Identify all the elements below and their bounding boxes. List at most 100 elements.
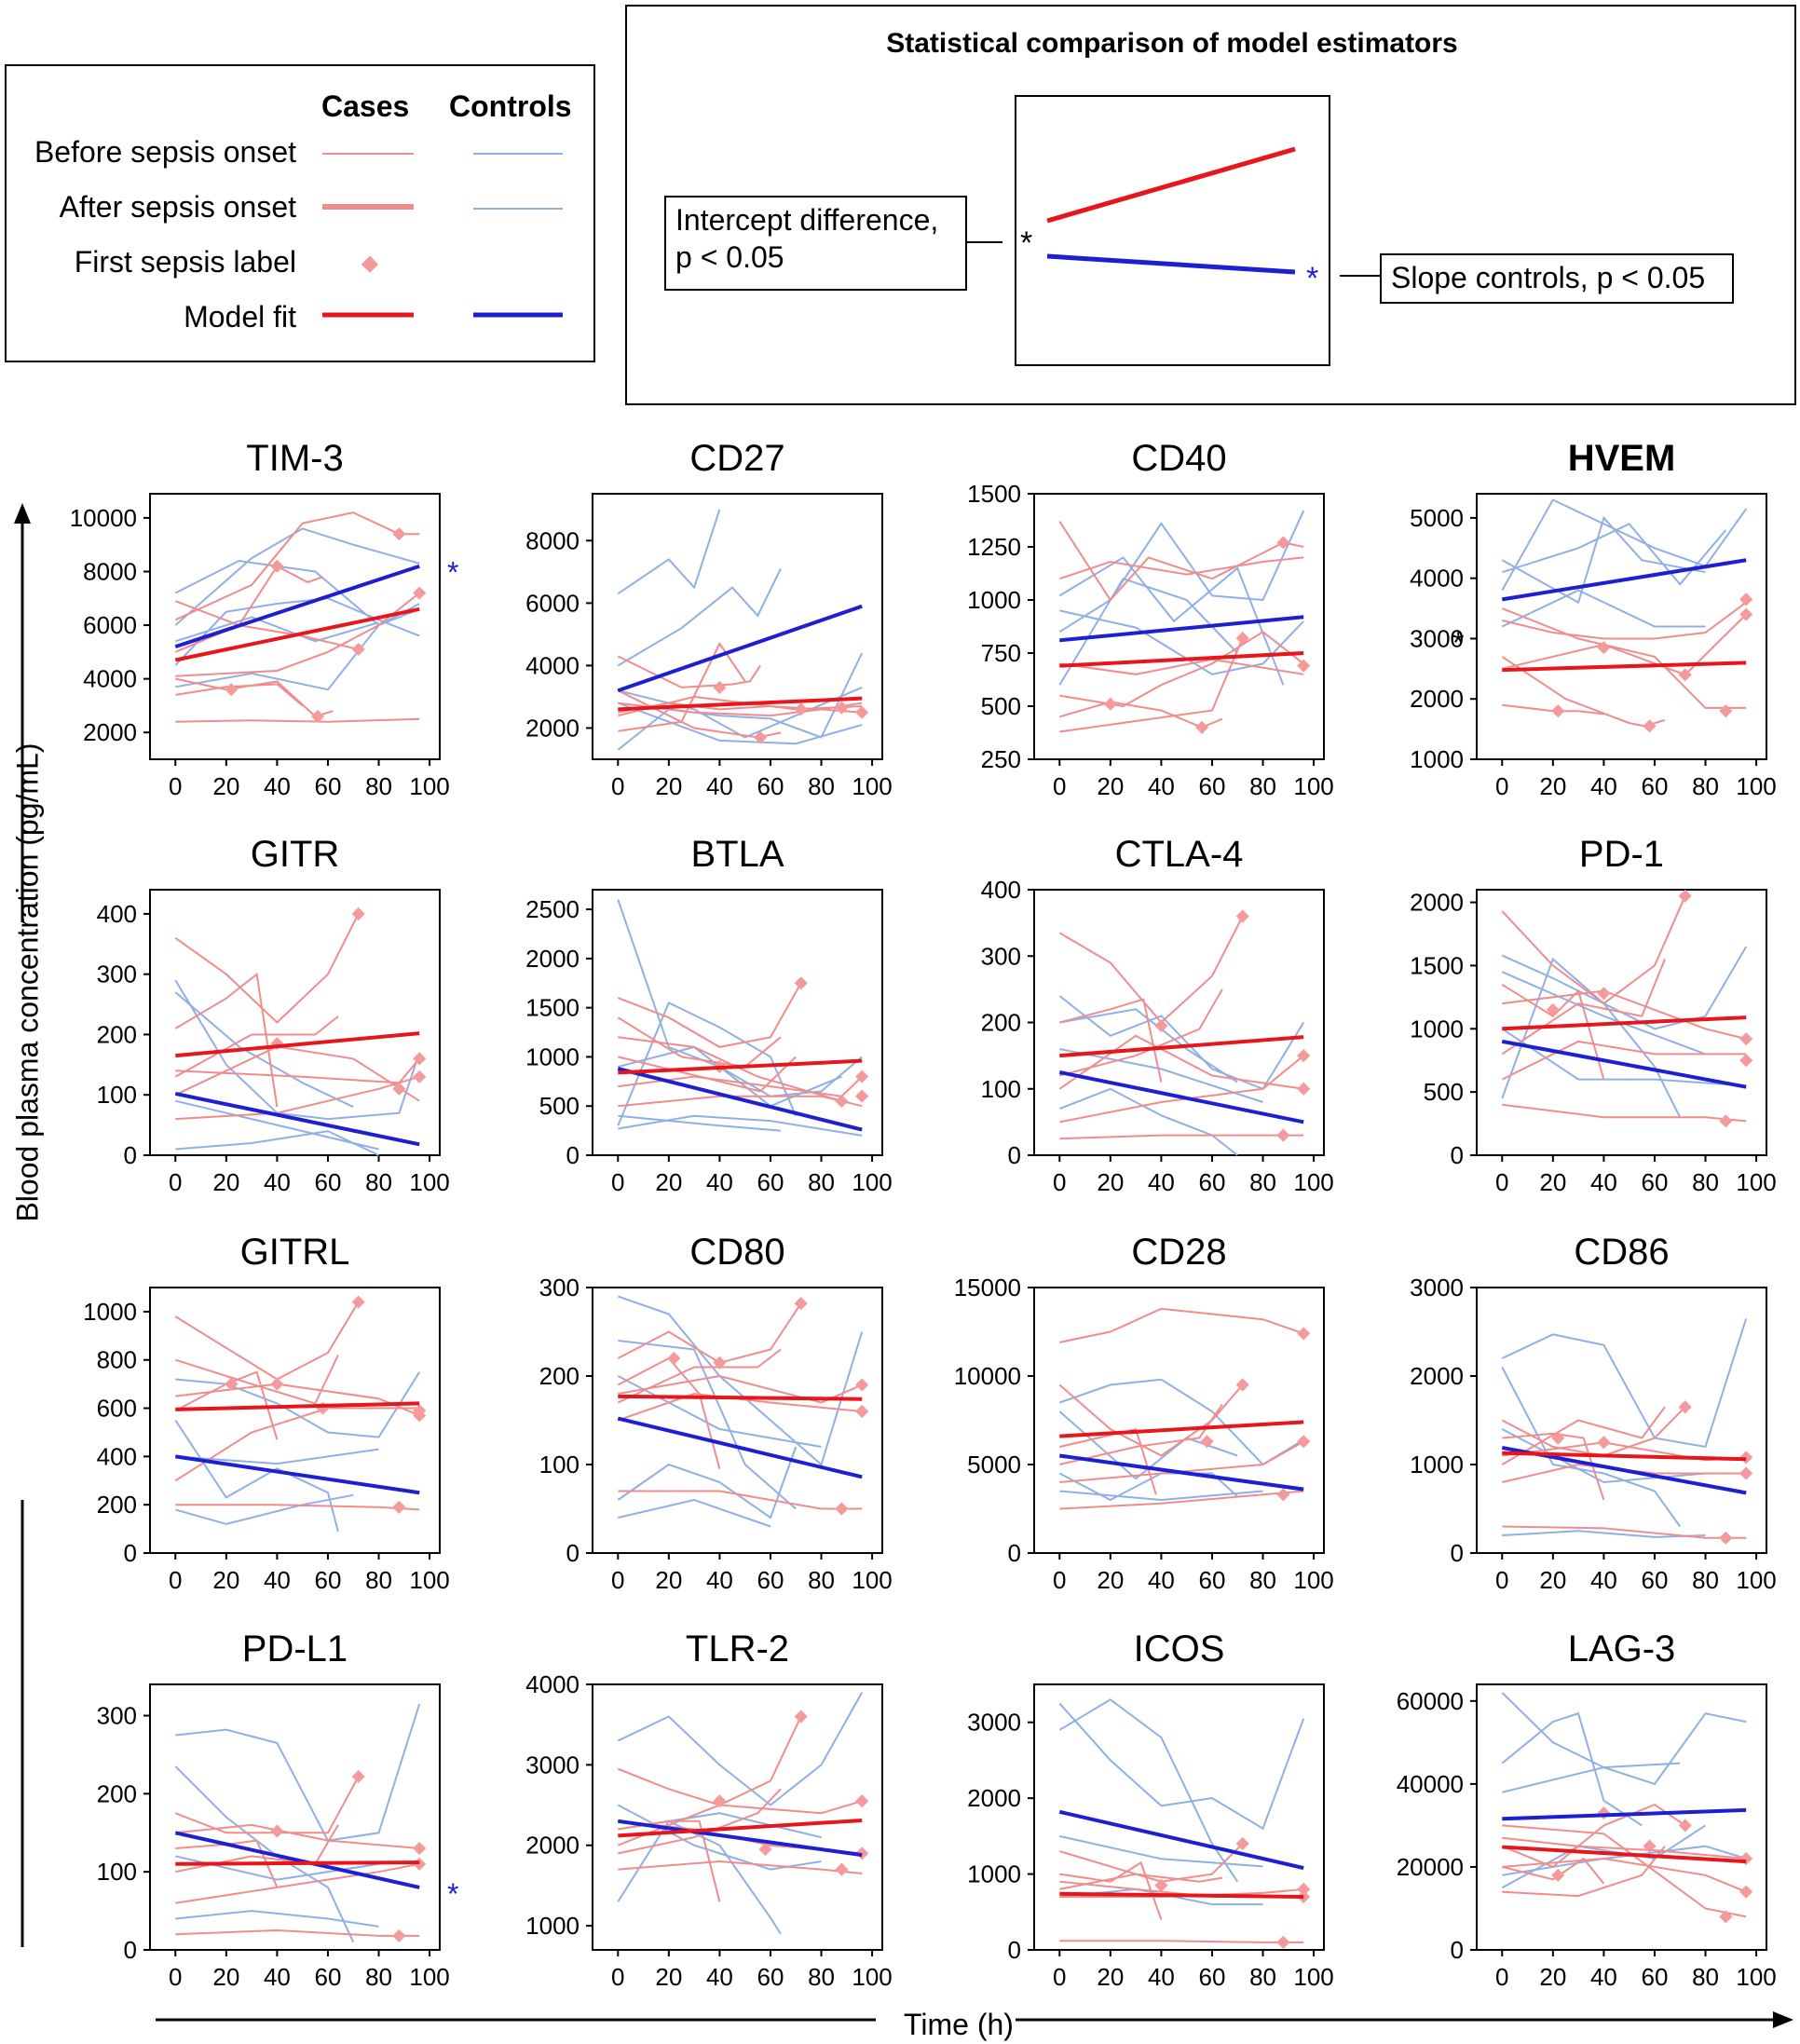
y-tick-label: 0 bbox=[124, 1936, 137, 1964]
x-tick-label: 60 bbox=[757, 772, 784, 800]
x-tick-label: 80 bbox=[808, 1963, 835, 1991]
control-model-fit bbox=[617, 1416, 863, 1479]
x-tick-label: 40 bbox=[1148, 1566, 1175, 1594]
x-tick-label: 100 bbox=[1293, 1963, 1333, 1991]
slope-significance-asterisk: * bbox=[447, 1877, 458, 1911]
y-tick-label: 1000 bbox=[525, 1042, 580, 1070]
y-tick-label: 6000 bbox=[525, 589, 580, 617]
x-tick-label: 80 bbox=[1692, 1963, 1719, 1991]
first-sepsis-marker bbox=[1678, 889, 1692, 903]
plot-frame bbox=[592, 493, 883, 760]
panel-title-tlr-2: TLR-2 bbox=[686, 1628, 789, 1669]
case-model-fit bbox=[1502, 661, 1747, 673]
x-tick-label: 0 bbox=[611, 1168, 624, 1196]
plot-frame bbox=[149, 1683, 441, 1951]
plot-frame bbox=[592, 889, 883, 1156]
control-series-line bbox=[617, 702, 863, 745]
control-series-line bbox=[175, 603, 420, 691]
plot-frame bbox=[1476, 1287, 1767, 1554]
x-tick-label: 100 bbox=[852, 772, 892, 800]
x-tick-label: 20 bbox=[655, 1963, 682, 1991]
control-series-line bbox=[1501, 589, 1706, 628]
control-series-line bbox=[175, 1099, 379, 1151]
first-sepsis-marker bbox=[1739, 1851, 1753, 1866]
x-tick-label: 60 bbox=[1199, 1963, 1226, 1991]
first-sepsis-marker bbox=[1739, 1885, 1753, 1899]
case-series-line bbox=[1502, 1432, 1605, 1501]
first-sepsis-marker bbox=[1739, 607, 1753, 621]
x-tick-label: 80 bbox=[1692, 1566, 1719, 1594]
first-sepsis-marker bbox=[1643, 719, 1657, 733]
x-arrow-head bbox=[1773, 2011, 1793, 2028]
control-model-fit bbox=[617, 1067, 863, 1132]
y-tick-label: 4000 bbox=[1410, 565, 1464, 593]
case-series-line bbox=[617, 1348, 782, 1404]
panel-title-cd27: CD27 bbox=[689, 438, 784, 479]
first-sepsis-marker bbox=[713, 680, 727, 694]
y-tick-label: 500 bbox=[1424, 1078, 1464, 1106]
first-sepsis-marker bbox=[1643, 1839, 1657, 1853]
case-model-fit bbox=[1059, 1891, 1304, 1899]
case-model-fit bbox=[618, 1818, 863, 1838]
first-sepsis-marker bbox=[310, 709, 325, 724]
y-tick-label: 40000 bbox=[1397, 1770, 1464, 1798]
case-series-line bbox=[1501, 895, 1686, 1005]
control-series-line bbox=[617, 568, 782, 667]
case-series-line bbox=[617, 1716, 802, 1806]
case-model-fit bbox=[1502, 1015, 1747, 1031]
control-series-line bbox=[1501, 1692, 1747, 1786]
stats-slope-asterisk: * bbox=[1306, 261, 1318, 296]
first-sepsis-marker bbox=[1719, 1531, 1733, 1545]
case-series-line bbox=[174, 913, 360, 1024]
first-sepsis-marker bbox=[316, 1401, 330, 1415]
x-tick-label: 0 bbox=[611, 1963, 624, 1991]
y-tick-label: 1000 bbox=[1410, 745, 1464, 773]
first-sepsis-marker bbox=[1276, 536, 1290, 550]
first-sepsis-marker bbox=[1739, 1466, 1753, 1480]
intercept-callout-line2: p < 0.05 bbox=[675, 240, 784, 274]
first-sepsis-marker bbox=[1297, 1049, 1311, 1063]
y-tick-label: 1000 bbox=[1410, 1015, 1464, 1042]
y-tick-label: 200 bbox=[981, 1009, 1021, 1037]
case-series-line bbox=[175, 1057, 420, 1084]
case-series-line bbox=[175, 1504, 420, 1511]
case-series-line bbox=[1058, 556, 1304, 580]
first-sepsis-marker bbox=[1194, 720, 1209, 734]
first-sepsis-marker bbox=[1551, 1868, 1565, 1882]
panel-cd40: CD40 250 500 750 1000 1250 1500 0 20 40 60 80 100 bbox=[967, 438, 1334, 800]
x-tick-label: 20 bbox=[1539, 1963, 1566, 1991]
control-series-line bbox=[174, 597, 420, 666]
legend-label-first-sepsis: First sepsis label bbox=[74, 245, 296, 279]
slope-significance-asterisk: * bbox=[447, 556, 458, 590]
y-tick-label: 100 bbox=[539, 1451, 580, 1478]
legend-label-model-fit: Model fit bbox=[184, 300, 296, 334]
control-model-fit bbox=[174, 1454, 420, 1495]
x-tick-label: 80 bbox=[1249, 1963, 1276, 1991]
case-series-line bbox=[175, 1928, 420, 1937]
control-model-fit bbox=[174, 1831, 420, 1889]
panel-title-icos: ICOS bbox=[1134, 1628, 1225, 1669]
control-model-fit bbox=[1059, 615, 1304, 643]
case-series-line bbox=[174, 624, 359, 653]
x-tick-label: 20 bbox=[655, 772, 682, 800]
y-tick-label: 300 bbox=[97, 961, 137, 988]
first-sepsis-marker bbox=[225, 1377, 239, 1391]
first-sepsis-marker bbox=[1154, 1878, 1168, 1892]
panel-title-gitr: GITR bbox=[251, 834, 340, 875]
control-model-fit bbox=[174, 564, 420, 648]
first-sepsis-marker bbox=[1678, 668, 1692, 682]
case-series-line bbox=[1058, 916, 1244, 1024]
x-tick-label: 80 bbox=[808, 1566, 835, 1594]
case-model-fit bbox=[1059, 1420, 1304, 1438]
stats-inner-plot bbox=[1015, 95, 1330, 366]
x-tick-label: 40 bbox=[706, 1168, 733, 1196]
x-tick-label: 40 bbox=[264, 1168, 291, 1196]
first-sepsis-marker bbox=[1551, 1431, 1565, 1445]
x-tick-label: 40 bbox=[1148, 772, 1175, 800]
control-series-line bbox=[1501, 1367, 1682, 1528]
x-tick-label: 80 bbox=[808, 772, 835, 800]
case-series-line bbox=[1059, 998, 1163, 1083]
control-series-line bbox=[617, 509, 721, 595]
case-model-fit bbox=[1502, 1451, 1747, 1462]
case-model-fit bbox=[1059, 651, 1304, 668]
